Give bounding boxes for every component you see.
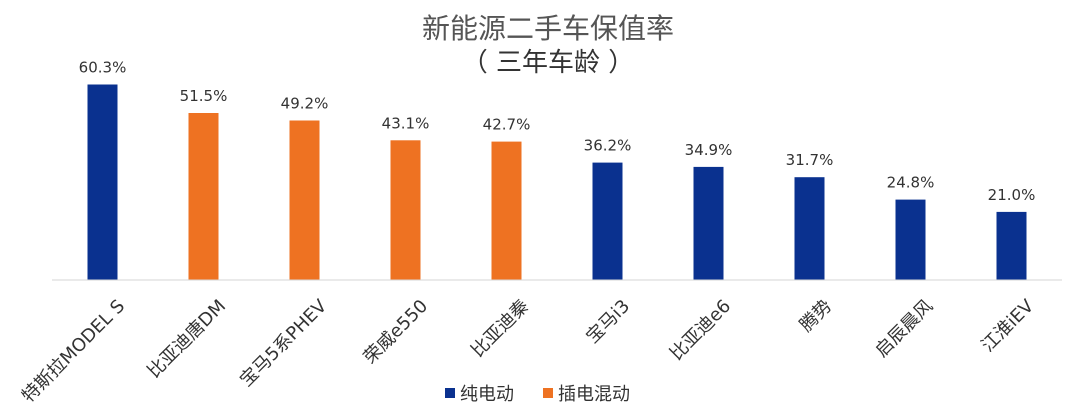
- bar: [289, 120, 320, 280]
- bar: [491, 141, 522, 280]
- x-tick-label: 宝马5系PHEV: [236, 295, 332, 391]
- bar-value-label: 24.8%: [887, 174, 935, 192]
- bar-value-label: 49.2%: [281, 95, 329, 113]
- legend-swatch: [543, 388, 553, 398]
- bar-value-label: 34.9%: [685, 141, 733, 159]
- bars-layer: 60.3% 特斯拉MODEL S 51.5% 比亚迪唐DM 49.2% 宝马5系PHEV 4…: [18, 59, 1039, 407]
- x-tick-label: 比亚迪e6: [666, 296, 735, 365]
- chart-subtitle: （ 三年车龄 ）: [462, 48, 635, 78]
- bar: [592, 162, 623, 280]
- bar-value-label: 51.5%: [180, 87, 228, 105]
- bar-value-label: 31.7%: [786, 151, 834, 169]
- chart-title: 新能源二手车保值率: [422, 12, 674, 45]
- x-tick-label: 荣威e550: [360, 296, 432, 368]
- bar: [87, 84, 118, 280]
- x-tick-label: 特斯拉MODEL S: [18, 296, 129, 407]
- bar: [996, 211, 1027, 280]
- x-tick-label: 比亚迪秦: [467, 296, 533, 362]
- x-tick-label: 宝马i3: [582, 296, 634, 348]
- bar: [794, 177, 825, 280]
- bar-value-label: 36.2%: [584, 137, 632, 155]
- legend: 纯电动 插电混动: [445, 384, 630, 405]
- bar-value-label: 60.3%: [79, 59, 127, 77]
- bar: [895, 199, 926, 280]
- legend-swatch: [445, 388, 455, 398]
- x-tick-label: 启辰晨风: [871, 296, 937, 362]
- bar-value-label: 43.1%: [382, 114, 430, 132]
- x-tick-label: 腾势: [796, 296, 836, 336]
- bar: [188, 113, 219, 280]
- legend-label: 纯电动: [460, 384, 514, 405]
- x-tick-label: 比亚迪唐DM: [144, 296, 231, 383]
- legend-label: 插电混动: [558, 384, 630, 405]
- bar-value-label: 42.7%: [483, 116, 531, 134]
- bar: [693, 166, 724, 280]
- bar: [390, 140, 421, 280]
- bar-value-label: 21.0%: [988, 186, 1036, 204]
- x-tick-label: 江淮iEV: [977, 295, 1038, 356]
